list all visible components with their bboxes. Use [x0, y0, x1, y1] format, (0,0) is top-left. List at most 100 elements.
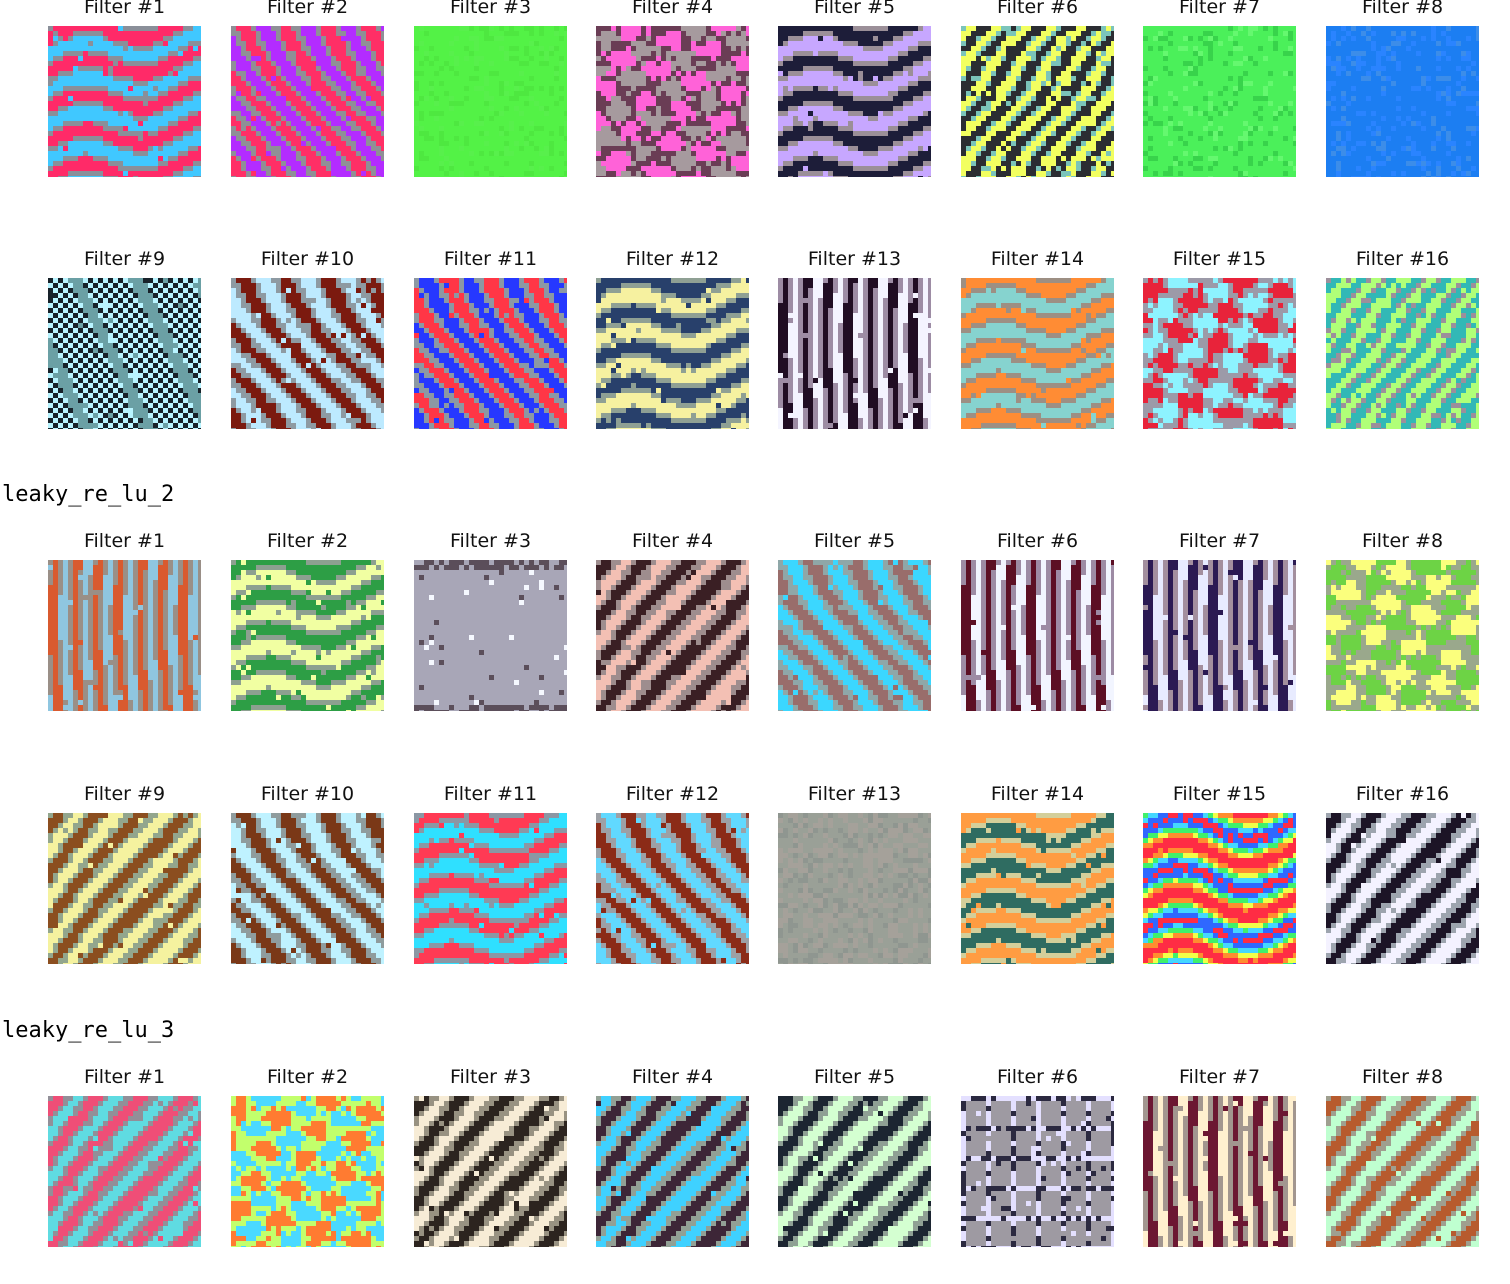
filter-texture	[231, 560, 384, 711]
filter-texture	[961, 26, 1114, 177]
filter-label: Filter #9	[28, 248, 221, 270]
filter-texture	[231, 26, 384, 177]
filter-label: Filter #8	[1306, 0, 1499, 18]
filter-image	[596, 813, 749, 964]
filter-texture	[231, 1096, 384, 1247]
filter-texture	[961, 278, 1114, 429]
filter-image	[596, 278, 749, 429]
filter-image	[778, 1096, 931, 1247]
filter-texture	[1326, 278, 1479, 429]
filter-image	[778, 278, 931, 429]
filter-label: Filter #14	[941, 248, 1134, 270]
filter-image	[596, 26, 749, 177]
filter-label: Filter #8	[1306, 1066, 1499, 1088]
filter-label: Filter #4	[576, 0, 769, 18]
filter-image	[414, 813, 567, 964]
filter-texture	[414, 560, 567, 711]
filter-texture	[1143, 26, 1296, 177]
filter-texture	[414, 278, 567, 429]
filter-label: Filter #1	[28, 0, 221, 18]
filter-image	[596, 560, 749, 711]
filter-texture	[1326, 1096, 1479, 1247]
filter-image	[961, 1096, 1114, 1247]
filter-image	[961, 813, 1114, 964]
filter-label: Filter #4	[576, 1066, 769, 1088]
filter-image	[1143, 1096, 1296, 1247]
filter-image	[48, 813, 201, 964]
filter-label: Filter #6	[941, 0, 1134, 18]
filter-texture	[596, 278, 749, 429]
filter-label: Filter #12	[576, 248, 769, 270]
filter-texture	[48, 560, 201, 711]
filter-texture	[1326, 813, 1479, 964]
filter-texture	[778, 26, 931, 177]
filter-label: Filter #16	[1306, 248, 1499, 270]
filter-image	[414, 1096, 567, 1247]
layer-title: leaky_re_lu_3	[2, 1018, 174, 1044]
filter-image	[414, 278, 567, 429]
filter-texture	[1143, 1096, 1296, 1247]
filter-image	[961, 560, 1114, 711]
filter-image	[961, 278, 1114, 429]
filter-image	[231, 560, 384, 711]
filter-label: Filter #16	[1306, 783, 1499, 805]
filter-texture	[778, 278, 931, 429]
filter-texture	[414, 1096, 567, 1247]
filter-label: Filter #15	[1123, 783, 1316, 805]
filter-label: Filter #5	[758, 0, 951, 18]
filter-texture	[961, 560, 1114, 711]
filter-label: Filter #1	[28, 1066, 221, 1088]
filter-texture	[1143, 278, 1296, 429]
filter-texture	[961, 813, 1114, 964]
layer-title: leaky_re_lu_2	[2, 482, 174, 508]
filter-label: Filter #1	[28, 530, 221, 552]
filter-texture	[778, 813, 931, 964]
filter-image	[1326, 26, 1479, 177]
filter-texture	[414, 26, 567, 177]
filter-image	[1326, 278, 1479, 429]
filter-label: Filter #7	[1123, 1066, 1316, 1088]
filter-image	[1326, 560, 1479, 711]
filter-label: Filter #3	[394, 1066, 587, 1088]
filter-texture	[596, 26, 749, 177]
filter-image	[778, 560, 931, 711]
filter-texture	[1143, 813, 1296, 964]
filter-image	[414, 560, 567, 711]
filter-label: Filter #6	[941, 1066, 1134, 1088]
filter-label: Filter #4	[576, 530, 769, 552]
filter-label: Filter #7	[1123, 530, 1316, 552]
filter-image	[414, 26, 567, 177]
filter-label: Filter #13	[758, 248, 951, 270]
filter-texture	[961, 1096, 1114, 1247]
filter-texture	[231, 813, 384, 964]
filter-texture	[1326, 26, 1479, 177]
filter-texture	[48, 26, 201, 177]
filter-label: Filter #8	[1306, 530, 1499, 552]
filter-image	[231, 26, 384, 177]
filter-texture	[48, 278, 201, 429]
filter-image	[778, 26, 931, 177]
filter-image	[48, 560, 201, 711]
filter-label: Filter #5	[758, 1066, 951, 1088]
filter-image	[48, 26, 201, 177]
filter-label: Filter #15	[1123, 248, 1316, 270]
filter-label: Filter #3	[394, 530, 587, 552]
filter-label: Filter #2	[211, 1066, 404, 1088]
filter-image	[1143, 278, 1296, 429]
filter-texture	[48, 813, 201, 964]
filter-label: Filter #12	[576, 783, 769, 805]
filter-image	[596, 1096, 749, 1247]
filter-image	[1143, 560, 1296, 711]
filter-label: Filter #14	[941, 783, 1134, 805]
filter-image	[48, 278, 201, 429]
filter-image	[1326, 813, 1479, 964]
filter-label: Filter #2	[211, 530, 404, 552]
filter-image	[231, 1096, 384, 1247]
filter-texture	[596, 560, 749, 711]
filter-texture	[596, 813, 749, 964]
filter-label: Filter #9	[28, 783, 221, 805]
filter-texture	[1143, 560, 1296, 711]
filter-label: Filter #13	[758, 783, 951, 805]
filter-label: Filter #2	[211, 0, 404, 18]
